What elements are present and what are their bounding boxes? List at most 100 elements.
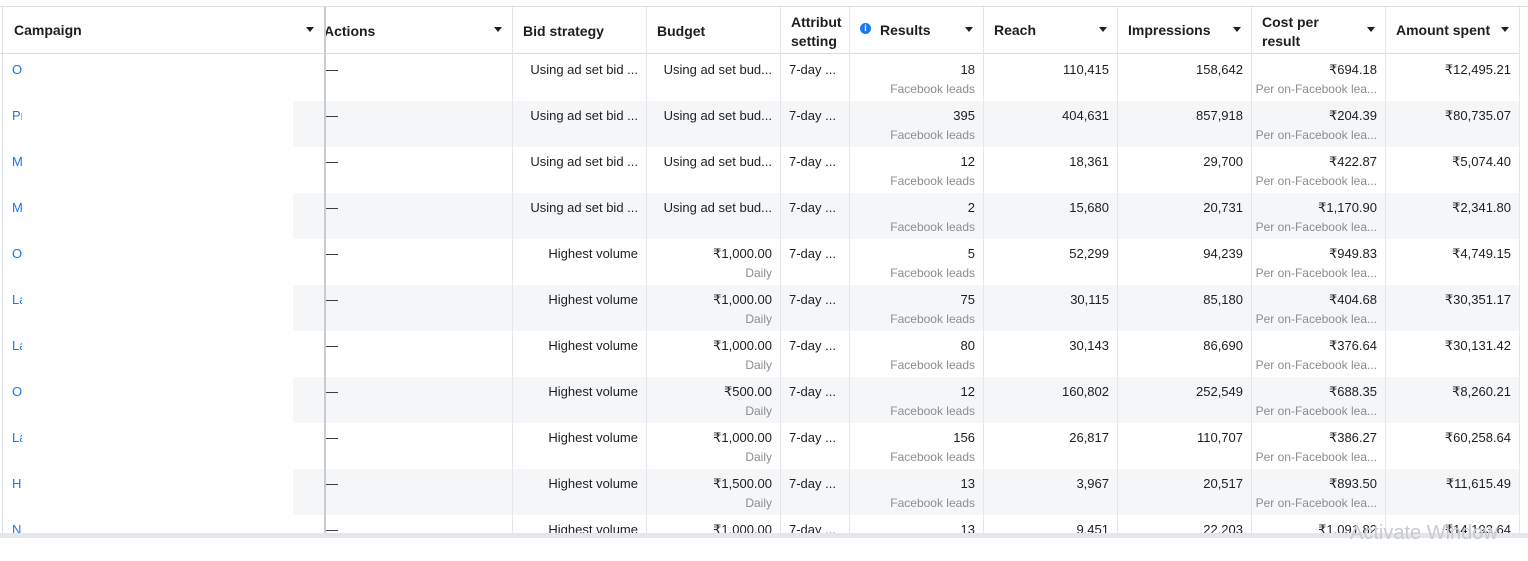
campaign-name-link[interactable]: La (12, 430, 22, 445)
chevron-down-icon[interactable] (1233, 27, 1241, 32)
column-header-label: Bid strategy (523, 23, 604, 39)
cell-cpr-sub: Per on-Facebook lea... (1255, 82, 1377, 96)
cell-reach: 18,361 (1069, 154, 1109, 169)
cell-cpr-sub: Per on-Facebook lea... (1255, 266, 1377, 280)
cell-cpr-sub: Per on-Facebook lea... (1255, 358, 1377, 372)
cell-cpr: ₹893.50 (1328, 476, 1377, 491)
column-header-amount-spent[interactable]: Amount spent (1386, 7, 1519, 54)
chevron-down-icon[interactable] (965, 27, 973, 32)
horizontal-scrollbar[interactable] (0, 533, 1528, 538)
cell-cpr: ₹949.83 (1328, 246, 1377, 261)
campaign-name-link[interactable]: La (12, 292, 22, 307)
campaign-cell (0, 285, 293, 331)
campaign-name-link[interactable]: La (12, 338, 22, 353)
cell-spent: ₹11,615.49 (1445, 476, 1511, 491)
cell-reach: 26,817 (1069, 430, 1109, 445)
campaign-cell (0, 469, 293, 515)
cell-cpr: ₹1,170.90 (1318, 200, 1377, 215)
campaign-name-link[interactable]: O (12, 384, 22, 399)
campaign-cell (0, 193, 293, 239)
column-header-impressions[interactable]: Impressions (1118, 7, 1251, 54)
chevron-down-icon[interactable] (1501, 27, 1509, 32)
campaign-name-link[interactable]: M (12, 154, 22, 169)
cell-results-sub: Facebook leads (890, 220, 975, 234)
cell-cpr-sub: Per on-Facebook lea... (1255, 174, 1377, 188)
column-header-label-line1: Cost per (1262, 14, 1319, 30)
column-header-campaign[interactable]: Campaign (0, 7, 324, 54)
column-header-label: Campaign (14, 22, 82, 38)
cell-budget-sub: Daily (745, 450, 772, 464)
cell-results: 75 (960, 292, 975, 307)
cell-results-sub: Facebook leads (890, 128, 975, 142)
cell-results-sub: Facebook leads (890, 496, 975, 510)
cell-results: 2 (967, 200, 975, 215)
activation-watermark: Activate Window (1350, 522, 1498, 544)
info-icon[interactable]: i (860, 23, 871, 34)
campaign-name-link[interactable]: H (12, 476, 22, 491)
cell-bid: Highest volume (548, 338, 638, 353)
cell-cpr-sub: Per on-Facebook lea... (1255, 496, 1377, 510)
chevron-down-icon[interactable] (1367, 27, 1375, 32)
chevron-down-icon[interactable] (306, 27, 314, 32)
top-border (0, 6, 1528, 7)
column-header-actions[interactable]: Actions (324, 7, 512, 54)
campaign-name-link[interactable]: O (12, 62, 22, 77)
campaign-name-link[interactable]: Pr (12, 108, 22, 123)
cell-impressions: 857,918 (1196, 108, 1243, 123)
cell-impressions: 20,731 (1203, 200, 1243, 215)
cell-results: 156 (953, 430, 975, 445)
frozen-column-divider[interactable] (324, 7, 326, 538)
cell-results-sub: Facebook leads (890, 266, 975, 280)
column-header-attribution[interactable]: Attribut setting (781, 7, 849, 54)
campaign-cell (0, 147, 293, 193)
cell-cpr: ₹694.18 (1328, 62, 1377, 77)
campaign-cell (0, 239, 293, 285)
cell-cpr-sub: Per on-Facebook lea... (1255, 128, 1377, 142)
cell-budget-sub: Daily (745, 496, 772, 510)
cell-bid: Using ad set bid ... (530, 154, 638, 169)
cell-actions: — (325, 292, 338, 307)
chevron-down-icon[interactable] (494, 27, 502, 32)
cell-results: 5 (967, 246, 975, 261)
column-header-reach[interactable]: Reach (984, 7, 1117, 54)
campaign-name-link[interactable]: O (12, 246, 22, 261)
cell-impressions: 252,549 (1196, 384, 1243, 399)
cell-spent: ₹12,495.21 (1444, 62, 1511, 77)
column-header-budget[interactable]: Budget (647, 7, 780, 54)
cell-impressions: 158,642 (1196, 62, 1243, 77)
cell-budget: ₹1,000.00 (713, 246, 772, 261)
column-header-label: Results (880, 22, 931, 38)
column-divider (983, 7, 984, 538)
cell-budget: ₹1,500.00 (713, 476, 772, 491)
cell-reach: 30,143 (1069, 338, 1109, 353)
cell-impressions: 29,700 (1203, 154, 1243, 169)
campaign-name-link[interactable]: N (12, 522, 22, 537)
column-divider (646, 7, 647, 538)
cell-results-sub: Facebook leads (890, 174, 975, 188)
column-header-label-line1: Attribut (791, 14, 842, 30)
column-header-label: Reach (994, 22, 1037, 38)
cell-reach: 404,631 (1062, 108, 1109, 123)
cell-results: 12 (960, 384, 975, 399)
column-divider (1117, 7, 1118, 538)
column-header-label: Actions (324, 23, 376, 39)
column-header-results[interactable]: Results (850, 7, 983, 54)
column-header-cost-per-result[interactable]: Cost per result (1252, 7, 1385, 54)
cell-actions: — (325, 430, 338, 445)
cell-bid: Highest volume (548, 384, 638, 399)
cell-cpr: ₹204.39 (1328, 108, 1377, 123)
cell-results: 13 (960, 476, 975, 491)
column-header-label: Amount spent (1396, 22, 1491, 38)
campaign-cell (0, 331, 293, 377)
cell-attr: 7-day ... (789, 62, 836, 77)
cell-budget-sub: Daily (745, 312, 772, 326)
cell-budget-sub: Daily (745, 404, 772, 418)
column-header-bid-strategy[interactable]: Bid strategy (513, 7, 646, 54)
column-divider (780, 7, 781, 538)
cell-cpr: ₹386.27 (1328, 430, 1377, 445)
campaign-cell (0, 515, 293, 561)
cell-spent: ₹8,260.21 (1452, 384, 1511, 399)
campaign-name-link[interactable]: M (12, 200, 22, 215)
campaign-cell (0, 55, 293, 101)
chevron-down-icon[interactable] (1099, 27, 1107, 32)
